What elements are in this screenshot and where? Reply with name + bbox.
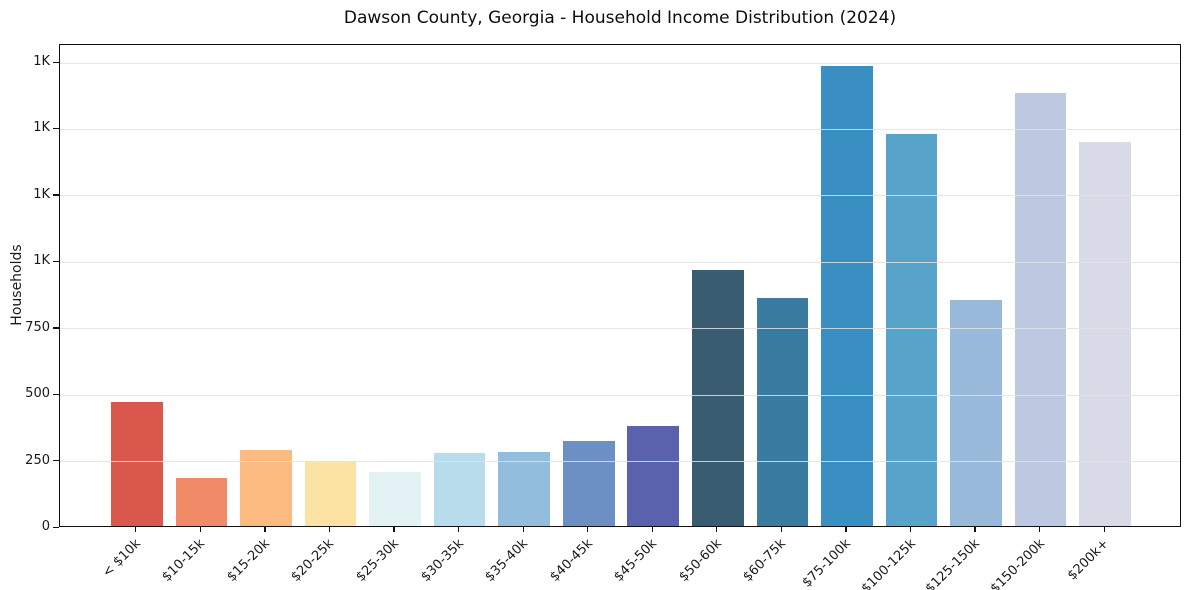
bar-15-20k: [240, 450, 292, 526]
bar-20-25k: [304, 460, 357, 526]
x-tick-label-10k: < $10k: [99, 536, 144, 581]
bar-10-15k: [175, 478, 228, 526]
gridline-y-1500: [60, 128, 1180, 130]
x-tick-mark: [587, 527, 589, 532]
gridline-y-1750: [60, 62, 1180, 64]
y-tick-mark: [53, 194, 59, 196]
gridline-y-1000: [60, 261, 1180, 263]
gridline-y-1250: [60, 195, 1180, 197]
x-tick-mark: [909, 527, 912, 532]
y-tick-mark: [53, 526, 59, 528]
y-tick-mark: [53, 61, 59, 63]
y-tick-label: 500: [25, 386, 50, 402]
bar-50-60k: [692, 269, 744, 526]
bar-30-35k: [433, 452, 486, 526]
x-tick-mark: [1038, 527, 1041, 532]
y-tick-mark: [53, 393, 59, 395]
x-tick-mark: [974, 527, 976, 532]
y-tick-mark: [53, 327, 59, 329]
bar-40-45k: [562, 440, 615, 526]
y-tick-label: 0: [41, 519, 50, 534]
y-tick-label: 1K: [33, 54, 50, 70]
gridline-y-250: [60, 461, 1180, 463]
x-tick-mark: [328, 527, 331, 532]
y-tick-mark: [53, 127, 59, 130]
chart-title: Dawson County, Georgia - Household Incom…: [343, 8, 897, 28]
bar-60-75k: [756, 297, 809, 526]
bar-200k: [1079, 142, 1131, 526]
x-tick-mark: [651, 527, 653, 532]
x-tick-mark: [780, 527, 783, 532]
x-tick-mark: [716, 527, 718, 532]
bar-25-30k: [369, 471, 421, 526]
bar-150-200k: [1014, 92, 1067, 526]
bar-35-40k: [498, 451, 550, 526]
x-tick-mark: [393, 527, 395, 532]
plot-area: [59, 44, 1181, 527]
y-tick-label: 250: [25, 452, 50, 468]
y-tick-label: 1K: [33, 186, 50, 202]
y-tick-mark: [53, 260, 59, 263]
x-tick-mark: [264, 527, 266, 532]
bar-45-50k: [627, 426, 680, 526]
x-tick-mark: [1103, 527, 1105, 532]
bar-125-150k: [950, 300, 1002, 526]
y-tick-mark: [53, 460, 59, 462]
bar-75-100k: [821, 66, 873, 526]
y-tick-label: 1K: [33, 253, 50, 269]
bar-100-125k: [885, 134, 938, 526]
gridline-y-500: [60, 394, 1180, 396]
y-tick-label: 1K: [33, 120, 50, 136]
bar-10k: [111, 402, 163, 526]
gridline-y-750: [60, 328, 1180, 330]
x-tick-mark: [522, 527, 524, 532]
x-tick-mark: [457, 527, 460, 532]
x-tick-mark: [845, 527, 847, 532]
y-tick-label: 750: [25, 319, 50, 335]
x-tick-mark: [135, 527, 137, 532]
x-tick-mark: [199, 527, 202, 532]
